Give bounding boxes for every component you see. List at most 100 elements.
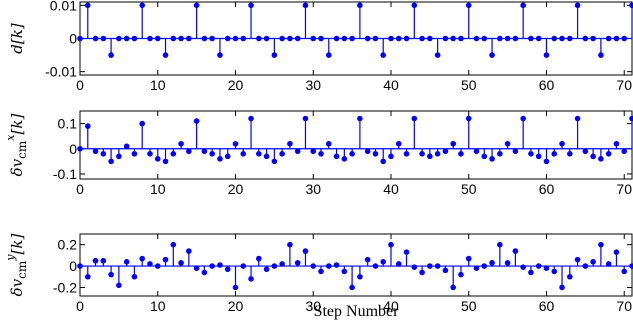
stem-marker — [325, 140, 332, 147]
stem-marker — [543, 52, 550, 58]
stem-marker — [372, 263, 379, 269]
stem-marker — [170, 151, 177, 157]
stem-marker — [590, 258, 596, 265]
stem-marker — [116, 282, 122, 289]
stem-marker — [178, 140, 184, 147]
stem-marker — [92, 35, 99, 42]
y-tick-label: 0 — [69, 31, 77, 47]
stem-marker — [248, 276, 254, 282]
x-tick-label: 70 — [616, 298, 632, 314]
axes-box — [79, 110, 633, 180]
stem-marker — [193, 265, 200, 272]
stem-marker — [123, 143, 130, 150]
x-tick-label: 60 — [539, 181, 555, 197]
y-tick-label: 0 — [69, 141, 77, 157]
stem-marker — [434, 52, 441, 58]
stem-marker — [481, 153, 488, 160]
stem-marker — [559, 284, 565, 291]
stem-marker — [434, 263, 441, 269]
x-tick-label: 40 — [383, 77, 399, 93]
stem-marker — [131, 273, 138, 280]
stem-marker — [349, 284, 355, 291]
stem-marker — [419, 151, 425, 157]
x-tick-label: 0 — [76, 77, 84, 93]
stem-marker — [559, 140, 565, 147]
stem-marker — [489, 156, 495, 162]
stem-marker — [411, 2, 418, 9]
stem-marker — [310, 263, 317, 269]
stem-marker — [232, 140, 239, 147]
stem-marker — [567, 151, 573, 157]
stem-marker — [388, 153, 394, 160]
stem-marker — [481, 263, 488, 269]
y-tick-label: 0.2 — [58, 237, 78, 253]
stem-marker — [613, 35, 620, 42]
stem-marker — [209, 151, 215, 157]
stem-marker — [193, 118, 200, 124]
stem-marker — [419, 35, 425, 42]
stem-marker — [629, 263, 633, 269]
x-tick-label: 60 — [539, 77, 555, 93]
stem-marker — [504, 35, 511, 42]
stem-marker — [395, 140, 402, 147]
stem-marker — [147, 261, 153, 267]
stem-marker — [574, 2, 581, 9]
stem-marker — [473, 148, 480, 155]
stem-marker — [582, 148, 589, 155]
stem-marker — [450, 35, 456, 42]
stem-marker — [535, 263, 542, 269]
stem-marker — [170, 35, 177, 42]
y-tick-label: 0.1 — [58, 116, 78, 132]
stem-marker — [186, 248, 192, 254]
x-axis-label: Step Number — [314, 303, 400, 320]
stem-marker — [543, 265, 550, 272]
stem-marker — [333, 153, 340, 160]
x-tick-label: 20 — [228, 77, 244, 93]
stem-marker — [310, 148, 317, 155]
stem-marker — [598, 241, 604, 248]
stem-marker — [372, 151, 379, 157]
stem-marker — [341, 268, 348, 275]
stem-marker — [520, 264, 526, 270]
stem-marker — [450, 140, 456, 147]
stem-marker — [403, 35, 410, 42]
stem-marker — [357, 2, 363, 9]
stem-marker — [263, 266, 270, 273]
stem-marker — [465, 255, 472, 262]
stem-marker — [139, 120, 145, 127]
stem-marker — [217, 262, 223, 268]
stem-marker — [232, 35, 239, 42]
stem-marker — [434, 151, 441, 157]
stem-marker — [395, 35, 402, 42]
stem-marker — [178, 260, 184, 266]
stem-marker — [170, 241, 177, 248]
stem-marker — [380, 258, 387, 265]
stem-marker — [263, 35, 270, 42]
x-tick-label: 10 — [150, 298, 166, 314]
stem-marker — [559, 35, 565, 42]
stem-marker — [504, 140, 511, 147]
x-tick-label: 60 — [539, 298, 555, 314]
y-tick-label: 0 — [69, 258, 77, 274]
stem-marker — [178, 35, 184, 42]
stem-marker — [333, 262, 340, 268]
stem-marker — [341, 35, 348, 42]
stem-marker — [256, 255, 262, 262]
stem-marker — [372, 35, 379, 42]
stem-marker — [567, 35, 573, 42]
x-tick-label: 20 — [228, 181, 244, 197]
stem-marker — [131, 151, 138, 157]
axes-box — [79, 233, 633, 297]
x-tick-label: 10 — [150, 181, 166, 197]
stem-marker — [123, 258, 130, 265]
x-tick-label: 10 — [150, 77, 166, 93]
stem-marker — [419, 269, 425, 276]
stem-marker — [364, 256, 371, 263]
stem-marker — [551, 151, 558, 157]
stem-marker — [613, 249, 620, 255]
stem-marker — [598, 52, 604, 58]
x-tick-label: 50 — [461, 77, 477, 93]
stem-marker — [84, 273, 91, 280]
